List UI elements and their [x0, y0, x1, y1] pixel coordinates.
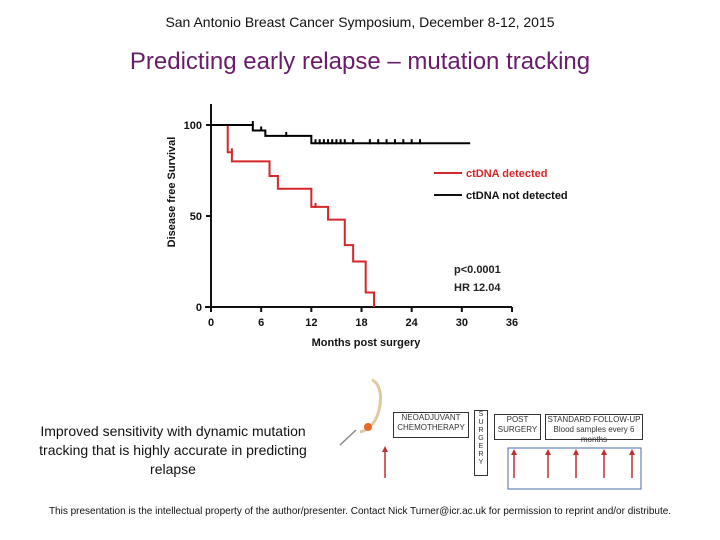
- needle-icon: [339, 429, 357, 446]
- x-tick-label: 24: [406, 317, 419, 329]
- y-tick-label: 0: [196, 302, 202, 314]
- followup-bracket: [507, 447, 642, 490]
- surgery-label: SURGERY: [474, 410, 488, 476]
- surgery-text: SURGERY: [478, 411, 484, 466]
- legend: ctDNA detected ctDNA not detected: [434, 168, 568, 202]
- hazard-ratio: HR 12.04: [454, 282, 501, 294]
- legend-label-detected: ctDNA detected: [466, 168, 548, 180]
- x-tick-label: 36: [506, 317, 518, 329]
- timeline-arrowhead: [382, 446, 388, 452]
- slide-caption: Improved sensitivity with dynamic mutati…: [39, 423, 307, 477]
- followup-box: STANDARD FOLLOW-UP Blood samples every 6…: [545, 414, 643, 444]
- sample-arrowhead-2: [545, 449, 551, 455]
- neoadjuvant-box: NEOADJUVANT CHEMOTHERAPY: [393, 412, 469, 438]
- x-axis-label: Months post surgery: [312, 337, 422, 349]
- legend-label-not-detected: ctDNA not detected: [466, 190, 568, 202]
- sample-arrowhead-3: [573, 449, 579, 455]
- x-tick-label: 6: [258, 317, 264, 329]
- km-curve-detected: [211, 124, 376, 307]
- sample-arrowhead-4: [601, 449, 607, 455]
- p-value: p<0.0001: [454, 264, 501, 276]
- post-surgery-box: POST SURGERY: [494, 414, 541, 440]
- y-tick-label: 50: [190, 211, 202, 223]
- timeline-diagram: [339, 378, 642, 490]
- x-tick-label: 30: [456, 317, 468, 329]
- x-tick-label: 18: [355, 317, 367, 329]
- tumour-icon: [364, 423, 372, 431]
- x-tick-label: 12: [305, 317, 317, 329]
- y-tick-label: 100: [184, 120, 202, 132]
- slide-title: Predicting early relapse – mutation trac…: [129, 48, 591, 75]
- conference-header: San Antonio Breast Cancer Symposium, Dec…: [165, 14, 555, 30]
- x-tick-label: 0: [208, 317, 214, 329]
- copyright-footer: This presentation is the intellectual pr…: [48, 506, 672, 517]
- sample-arrowhead-1: [511, 449, 517, 455]
- sample-arrowhead-5: [629, 449, 635, 455]
- y-axis-label: Disease free Survival: [166, 137, 178, 248]
